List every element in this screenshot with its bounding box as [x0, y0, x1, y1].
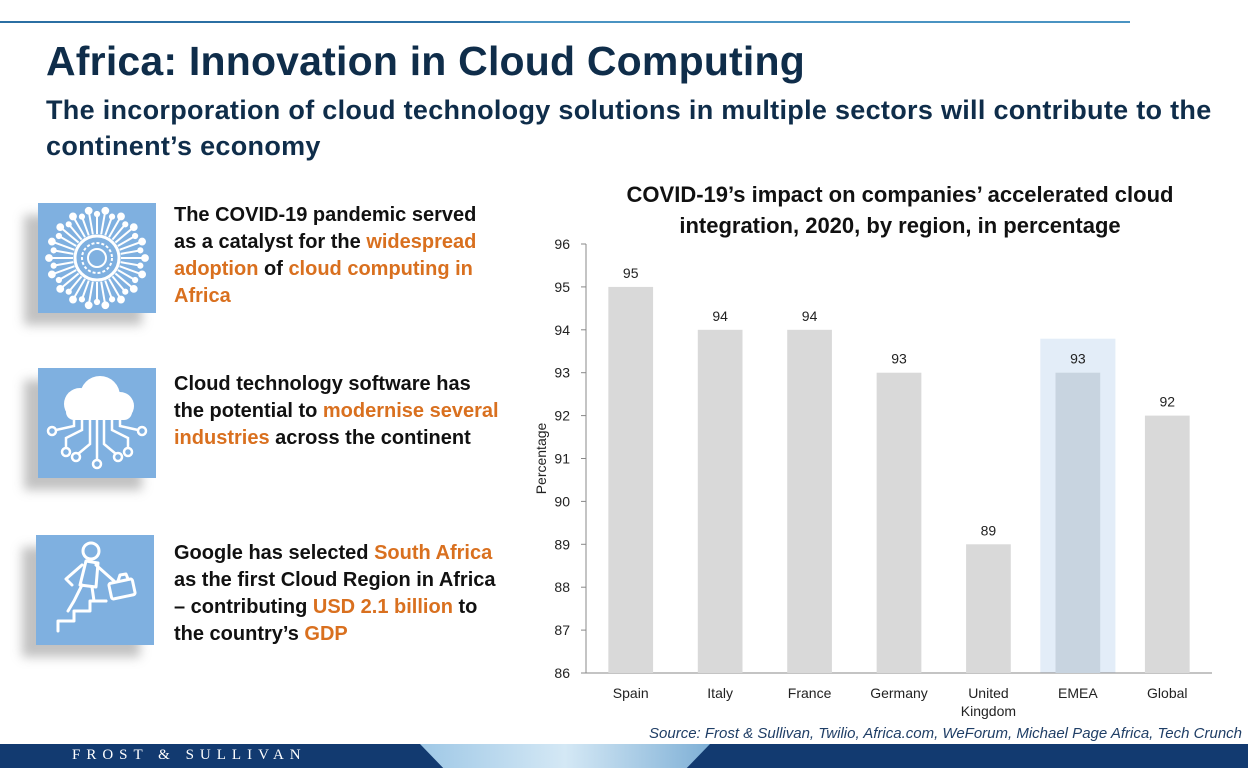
point-text-segment: across the continent: [269, 427, 471, 449]
x-tick-label: Spain: [613, 685, 649, 701]
highlight-text: South Africa: [374, 542, 493, 564]
chart-title: COVID-19’s impact on companies’ accelera…: [626, 182, 1174, 238]
bar-emea: [1055, 372, 1101, 673]
brand-logo-text: FROST & SULLIVAN: [72, 747, 307, 763]
highlight-text: modernise several industries: [174, 400, 499, 449]
y-tick-label: 87: [554, 622, 570, 638]
data-label: 92: [1159, 394, 1175, 410]
y-tick-label: 93: [554, 365, 570, 381]
point-text-covid: The COVID-19 pandemic served as a cataly…: [174, 202, 504, 310]
y-tick-label: 91: [554, 451, 570, 467]
y-tick-label: 94: [554, 322, 570, 338]
y-tick-label: 88: [554, 579, 570, 595]
footer-accent: [420, 744, 710, 768]
data-label: 94: [802, 308, 818, 324]
data-label: 94: [712, 308, 728, 324]
x-tick-label: Italy: [707, 685, 733, 701]
y-tick-label: 92: [554, 408, 570, 424]
highlight-text: widespread adoption: [174, 231, 477, 280]
source-note: Source: Frost & Sullivan, Twilio, Africa…: [649, 725, 1242, 742]
y-tick-label: 95: [554, 279, 570, 295]
point-text-segment: of: [258, 258, 289, 280]
y-tick-label: 90: [554, 493, 570, 509]
x-tick-label: Germany: [870, 685, 928, 701]
bar-spain: [608, 286, 654, 673]
highlight-text: USD 2.1 billion: [312, 596, 453, 618]
point-text-google: Google has selected South Africa as the …: [174, 540, 504, 648]
data-label: 89: [981, 522, 997, 538]
footer-bar: FROST & SULLIVAN: [0, 744, 1248, 768]
highlight-text: cloud computing in Africa: [174, 258, 473, 307]
x-tick-label: Global: [1147, 685, 1187, 701]
data-label: 93: [1070, 351, 1086, 367]
y-tick-label: 89: [554, 536, 570, 552]
point-text-segment: as the first Cloud Region in Africa – co…: [174, 569, 496, 618]
top-accent-line: [0, 21, 1248, 24]
data-label: 95: [623, 265, 639, 281]
y-tick-label: 96: [554, 236, 570, 252]
bar-chart: 86 87 88 89 90 91 92 93 94 95 96 Percentage 95 Spain 9…: [533, 236, 1212, 719]
point-text-segment: to the country’s: [174, 596, 478, 645]
bar-global: [1144, 415, 1190, 673]
bar-italy: [697, 329, 743, 673]
page-title: Africa: Innovation in Cloud Computing: [46, 38, 805, 84]
bar-germany: [876, 372, 922, 673]
businessman-climbing-stairs-icon: [36, 535, 154, 645]
cloud-circuit-icon: [38, 368, 156, 478]
x-tick-label: France: [788, 685, 832, 701]
point-text-cloud: Cloud technology software has the potent…: [174, 371, 504, 452]
bar-france: [787, 329, 832, 673]
x-tick-label: United Kingdom: [961, 685, 1016, 719]
x-tick-label: EMEA: [1058, 685, 1098, 701]
point-text-segment: The COVID-19 pandemic served as a cataly…: [174, 204, 477, 253]
bar-united-kingdom: [966, 544, 1011, 673]
data-label: 93: [891, 351, 907, 367]
highlight-text: GDP: [304, 623, 348, 645]
point-text-segment: Google has selected: [174, 542, 375, 564]
page-subtitle: The incorporation of cloud technology so…: [46, 95, 1212, 161]
y-axis-title: Percentage: [533, 422, 549, 494]
virus-icon: [38, 203, 156, 313]
point-text-segment: Cloud technology software has the potent…: [174, 373, 471, 422]
y-tick-label: 86: [554, 665, 570, 681]
